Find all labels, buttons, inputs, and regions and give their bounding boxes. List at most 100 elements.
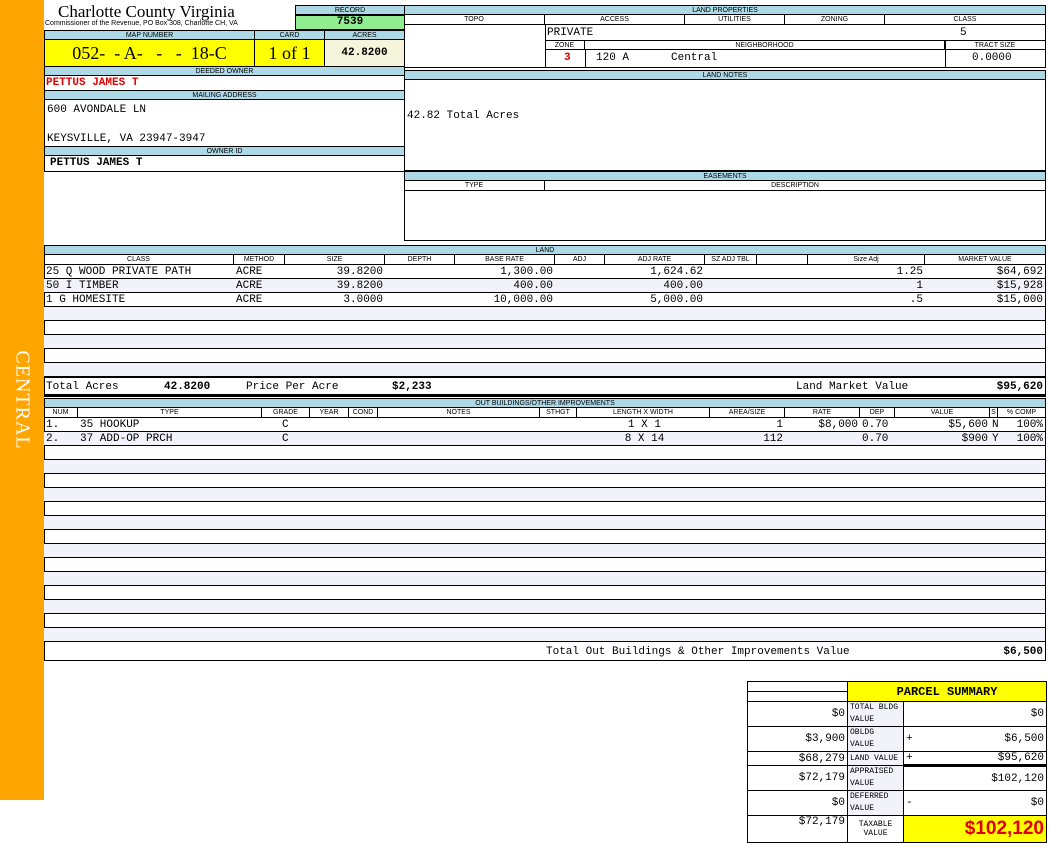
taxable-left: $72,179 bbox=[747, 815, 848, 843]
land-market-value: $95,620 bbox=[996, 381, 1043, 393]
outbuilding-header: YEAR bbox=[310, 408, 349, 417]
outbuilding-header: DEP bbox=[860, 408, 895, 417]
outbuilding-header: S bbox=[990, 408, 998, 417]
summary-row: $0 DEFERRED VALUE - $0 bbox=[747, 790, 1047, 816]
outbuilding-cell: 112 bbox=[763, 433, 783, 445]
land-row bbox=[44, 363, 1045, 377]
outbuilding-row bbox=[44, 544, 1045, 558]
land-cell: 1,300.00 bbox=[500, 266, 553, 278]
utilities-header: UTILITIES bbox=[685, 15, 785, 25]
easements-headers: TYPE DESCRIPTION bbox=[404, 181, 1046, 191]
land-cell: 1 G HOMESITE bbox=[46, 294, 126, 306]
summary-label: LAND VALUE bbox=[847, 751, 904, 766]
outbuilding-cell: 1 bbox=[776, 419, 783, 431]
land-cell: $64,692 bbox=[996, 266, 1043, 278]
price-per-acre-value: $2,233 bbox=[392, 381, 432, 393]
summary-value: $95,620 bbox=[917, 751, 1047, 766]
outbuildings-headers: NUM TYPE GRADE YEAR COND NOTES STHGT LENGTH X W… bbox=[44, 408, 1046, 418]
total-acres-label: Total Acres bbox=[46, 381, 119, 393]
record-label: RECORD bbox=[295, 5, 405, 15]
outbuilding-cell: $8,000 bbox=[818, 419, 858, 431]
parcel-summary: PARCEL SUMMARY $0 TOTAL BLDG VALUE $0 $3,90… bbox=[747, 681, 1047, 843]
land-header bbox=[757, 255, 808, 264]
land-cell: 400.00 bbox=[663, 280, 703, 292]
map-number: 052- - A- - - 18-C bbox=[44, 39, 255, 67]
summary-row: $0 TOTAL BLDG VALUE $0 bbox=[747, 701, 1047, 727]
record-number: 7539 bbox=[295, 15, 405, 30]
outbuilding-cell: N bbox=[992, 419, 999, 431]
outbuilding-header: % COMP bbox=[1006, 409, 1037, 416]
land-header: MARKET VALUE bbox=[958, 256, 1012, 263]
neighborhood-code: 120 A bbox=[596, 52, 630, 64]
outbuilding-row: 2. 37 ADD-OP PRCH C 8 X 14 112 0.70 $900 Y 100% bbox=[44, 432, 1045, 446]
outbuilding-cell: C bbox=[282, 433, 289, 445]
outbuilding-row bbox=[44, 558, 1045, 572]
outbuildings-total-label: Total Out Buildings & Other Improvements… bbox=[546, 646, 850, 658]
land-properties-headers: TOPO ACCESS UTILITIES ZONING CLASS bbox=[404, 15, 1046, 25]
taxable-value: $102,120 bbox=[903, 815, 1047, 843]
land-header: SZ ADJ TBL bbox=[705, 255, 757, 264]
summary-label: DEFERRED VALUE bbox=[847, 790, 904, 816]
land-cell: $15,928 bbox=[996, 280, 1043, 292]
parcel-summary-title: PARCEL SUMMARY bbox=[847, 681, 1047, 702]
outbuilding-cell: $900 bbox=[961, 433, 988, 445]
side-label: CENTRAL bbox=[11, 350, 34, 450]
topo-header: TOPO bbox=[404, 15, 545, 25]
land-row bbox=[44, 335, 1045, 349]
price-per-acre-label: Price Per Acre bbox=[246, 381, 339, 393]
divider bbox=[945, 50, 946, 68]
land-row bbox=[44, 307, 1045, 321]
county-title: Charlotte County Virginia bbox=[58, 2, 235, 21]
land-cell: 10,000.00 bbox=[493, 294, 553, 306]
outbuilding-row: 1. 35 HOOKUP C 1 X 1 1 $8,000 0.70 $5,600 N 100% bbox=[44, 418, 1045, 432]
tract-size-value: 0.0000 bbox=[972, 52, 1012, 64]
summary-left-value: $68,279 bbox=[747, 751, 848, 766]
land-cell: 39.8200 bbox=[336, 280, 383, 292]
land-cell: ACRE bbox=[236, 266, 263, 278]
land-market-value-label: Land Market Value bbox=[796, 381, 909, 393]
summary-operator: + bbox=[903, 751, 918, 766]
outbuilding-cell: 1 X 1 bbox=[627, 419, 661, 431]
class-value: 5 bbox=[960, 27, 967, 39]
land-cell: 1 bbox=[916, 280, 923, 292]
summary-value: $0 bbox=[917, 790, 1047, 816]
outbuilding-header: COND bbox=[349, 408, 378, 417]
land-properties-title: LAND PROPERTIES bbox=[404, 5, 1046, 15]
land-row: 25 Q WOOD PRIVATE PATH ACRE 39.8200 1,300.0… bbox=[44, 265, 1045, 279]
outbuilding-header: GRADE bbox=[262, 408, 310, 417]
outbuilding-header: AREA/SIZE bbox=[710, 408, 785, 417]
summary-operator bbox=[903, 701, 918, 727]
land-header: BASE RATE bbox=[455, 255, 555, 264]
summary-label: OBLDG VALUE bbox=[847, 726, 904, 752]
land-notes-title: LAND NOTES bbox=[404, 70, 1046, 80]
land-cell: 25 Q WOOD PRIVATE PATH bbox=[46, 266, 192, 278]
land-notes-text: 42.82 Total Acres bbox=[407, 110, 520, 122]
land-header: ADJ RATE bbox=[605, 255, 705, 264]
outbuilding-cell: $5,600 bbox=[948, 419, 988, 431]
address-line-2: KEYSVILLE, VA 23947-3947 bbox=[47, 133, 206, 145]
mailing-address-label: MAILING ADDRESS bbox=[44, 90, 405, 100]
land-header: ADJ bbox=[555, 255, 605, 264]
outbuilding-cell: 1. bbox=[46, 419, 60, 431]
easement-description-header: DESCRIPTION bbox=[771, 182, 819, 189]
taxable-label: TAXABLE VALUE bbox=[847, 815, 904, 843]
summary-operator bbox=[903, 764, 918, 791]
neighborhood-name: Central bbox=[671, 52, 718, 64]
land-row bbox=[44, 349, 1045, 363]
outbuilding-row bbox=[44, 614, 1045, 628]
neighborhood-header: NEIGHBORHOOD bbox=[585, 41, 945, 50]
outbuilding-cell: C bbox=[282, 419, 289, 431]
land-header: CLASS bbox=[44, 255, 234, 264]
summary-label: APPRAISED VALUE bbox=[847, 765, 904, 791]
summary-left-value: $0 bbox=[747, 790, 848, 816]
land-row: 50 I TIMBER ACRE 39.8200 400.00 400.00 1 $15,9… bbox=[44, 279, 1045, 293]
outbuilding-header: VALUE bbox=[895, 408, 990, 417]
county-subtitle: Commissioner of the Revenue, PO Box 308,… bbox=[45, 20, 238, 27]
land-headers: CLASS METHOD SIZE DEPTH BASE RATE ADJ ADJ RATE… bbox=[44, 255, 1046, 265]
outbuildings-title: OUT BUILDINGS/OTHER IMPROVEMENTS bbox=[44, 398, 1046, 408]
outbuilding-row bbox=[44, 516, 1045, 530]
summary-value: $6,500 bbox=[917, 726, 1047, 752]
summary-row: $68,279 LAND VALUE + $95,620 bbox=[747, 751, 1047, 766]
class-header: CLASS bbox=[953, 16, 977, 23]
outbuilding-cell: 100% bbox=[1016, 433, 1043, 445]
